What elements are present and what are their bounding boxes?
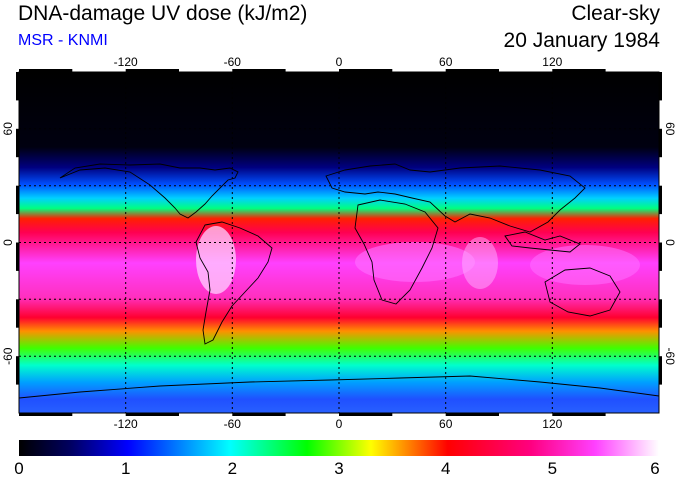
colorbar-label: 6	[650, 459, 660, 478]
lat-right-tick-label: 0	[663, 239, 677, 246]
colorbar-label: 0	[14, 459, 24, 478]
lon-top-tick-label: 0	[336, 55, 343, 69]
lon-bottom-tick-label: -120	[114, 417, 138, 431]
map-title: DNA-damage UV dose (kJ/m2)	[18, 2, 308, 25]
lat-left-tick-label: 0	[1, 239, 15, 246]
colorbar-label: 2	[227, 459, 238, 478]
lon-bottom-tick-label: -60	[224, 417, 242, 431]
south-america-coast	[195, 221, 273, 345]
lon-bottom-tick-label: 60	[439, 417, 453, 431]
colorbar-label: 5	[547, 459, 558, 478]
right-border-scale	[659, 72, 662, 385]
australia-peak-area	[530, 245, 640, 285]
andes-peak-area	[196, 226, 236, 294]
lon-bottom-tick-label: 0	[336, 417, 343, 431]
lon-bottom-tick-label: 120	[542, 417, 562, 431]
lat-left-tick-label: 60	[1, 122, 15, 136]
indian-ocean-peak-area	[462, 237, 498, 289]
eurasia-coast	[325, 163, 586, 233]
colorbar	[19, 440, 659, 456]
lon-top-tick-label: 60	[439, 55, 453, 69]
north-america-coast	[59, 163, 239, 219]
lon-top-tick-label: -60	[224, 55, 242, 69]
lat-right-tick-label: 60	[663, 122, 677, 136]
africa-coast	[354, 199, 439, 305]
indonesia-coast	[504, 231, 581, 253]
colorbar-label: 3	[334, 459, 344, 478]
gridlines	[19, 72, 659, 413]
date-label: 20 January 1984	[503, 29, 660, 52]
colorbar-label: 4	[440, 459, 451, 478]
source-label: MSR - KNMI	[18, 32, 108, 49]
lat-left-tick-label: -60	[1, 347, 15, 365]
top-border-scale	[19, 69, 606, 72]
africa-peak-area	[355, 242, 475, 282]
left-border-scale	[16, 72, 19, 385]
colorbar-label: 1	[120, 459, 131, 478]
map-field	[19, 72, 659, 413]
coastlines	[19, 163, 659, 399]
antarctica-coast	[19, 375, 659, 399]
lon-top-tick-label: -120	[114, 55, 138, 69]
australia-coast	[544, 267, 621, 317]
sky-condition-label: Clear-sky	[571, 2, 660, 25]
bottom-border-scale	[19, 413, 606, 416]
lat-right-tick-label: -60	[663, 348, 677, 366]
lon-top-tick-label: 120	[542, 55, 562, 69]
